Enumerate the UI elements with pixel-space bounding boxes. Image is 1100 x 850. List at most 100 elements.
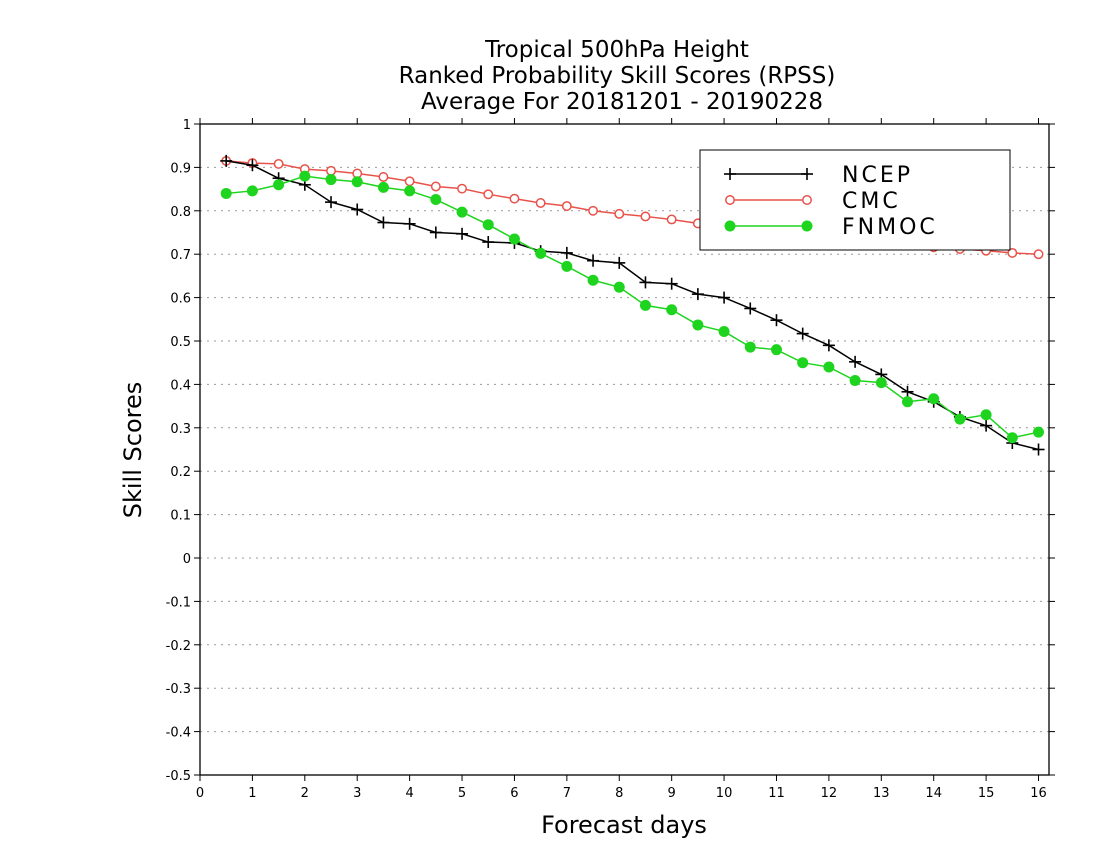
data-point-fnmoc (508, 233, 520, 245)
y-tick-label: 0.2 (170, 465, 191, 480)
data-point-fnmoc (875, 377, 887, 389)
legend-item-fnmoc: FNMOC (724, 215, 938, 240)
chart-title-line-2: Ranked Probability Skill Scores (RPSS) (399, 63, 836, 89)
x-tick-label: 15 (978, 786, 995, 801)
data-point-cmc (483, 189, 494, 200)
x-tick-label: 14 (925, 786, 942, 801)
x-tick-label: 9 (668, 786, 676, 801)
x-tick-label: 11 (768, 786, 785, 801)
data-point-fnmoc (1033, 426, 1045, 438)
data-point-ncep (377, 216, 390, 229)
y-tick-label: 0.4 (170, 378, 191, 393)
data-point-fnmoc (954, 413, 966, 425)
legend-marker-start (724, 220, 736, 232)
data-point-cmc (1033, 249, 1044, 260)
y-tick-label: -0.2 (166, 639, 191, 654)
y-tick-label: -0.3 (166, 682, 191, 697)
y-axis-ticks: -0.5 -0.4 -0.3 -0.2 -0.1 0 0.1 0.2 0.3 0.4 0.5 0.6 0… (166, 118, 1055, 784)
data-point-ncep (403, 217, 416, 230)
x-tick-label: 0 (196, 786, 204, 801)
y-tick-label: 0.7 (170, 248, 191, 263)
series-line-ncep (226, 160, 1039, 451)
data-point-ncep (246, 159, 259, 172)
data-point-ncep (1032, 443, 1045, 456)
data-point-cmc (404, 176, 415, 187)
data-point-fnmoc (823, 361, 835, 373)
legend-label: NCEP (842, 163, 913, 188)
data-point-ncep (718, 291, 731, 304)
y-tick-label: 0.1 (170, 509, 191, 524)
data-point-cmc (326, 165, 336, 176)
plot-frame (199, 123, 1050, 776)
data-point-ncep (456, 227, 469, 240)
data-point-ncep (639, 276, 652, 289)
data-point-fnmoc (666, 304, 678, 316)
data-point-fnmoc (246, 185, 258, 197)
legend-label: CMC (842, 189, 901, 214)
data-point-fnmoc (325, 174, 337, 186)
x-tick-label: 6 (510, 786, 518, 801)
x-tick-label: 5 (458, 786, 466, 801)
data-point-fnmoc (430, 194, 442, 206)
data-point-fnmoc (849, 374, 861, 386)
y-tick-label: 1 (183, 118, 191, 133)
legend-marker-end (801, 168, 813, 180)
data-point-fnmoc (299, 170, 311, 182)
data-point-fnmoc (902, 396, 913, 408)
y-tick-label: -0.4 (166, 726, 191, 741)
x-axis-label: Forecast days (541, 811, 707, 839)
data-point-fnmoc (980, 409, 992, 421)
y-axis-label: Skill Scores (119, 382, 147, 519)
series-fnmoc (220, 170, 1045, 444)
legend-item-cmc: CMC (725, 189, 901, 214)
data-point-cmc (1007, 247, 1018, 258)
x-tick-label: 1 (248, 786, 256, 801)
data-point-cmc (666, 214, 677, 225)
data-point-ncep (980, 419, 993, 432)
grid-lines (200, 166, 1049, 733)
data-point-ncep (429, 226, 442, 239)
data-point-cmc (588, 205, 599, 216)
y-tick-label: -0.1 (166, 595, 191, 610)
legend-marker-end (802, 195, 812, 205)
data-point-fnmoc (377, 181, 389, 193)
legend-marker-end (801, 220, 813, 232)
data-point-ncep (325, 196, 338, 209)
data-point-ncep (351, 203, 364, 216)
data-point-ncep (744, 302, 757, 315)
x-tick-label: 12 (821, 786, 838, 801)
data-point-fnmoc (220, 187, 232, 199)
x-tick-label: 13 (873, 786, 890, 801)
y-tick-label: 0 (183, 552, 191, 567)
data-point-cmc (535, 198, 546, 208)
data-point-fnmoc (587, 274, 599, 286)
data-point-ncep (613, 256, 626, 269)
x-tick-label: 16 (1030, 786, 1047, 801)
data-point-ncep (901, 385, 914, 398)
data-point-fnmoc (535, 247, 547, 259)
data-point-fnmoc (928, 393, 940, 405)
data-point-cmc (273, 158, 284, 169)
data-point-cmc (430, 181, 441, 192)
y-tick-label: 0.3 (170, 422, 191, 437)
data-point-fnmoc (613, 281, 625, 293)
data-point-cmc (378, 171, 389, 182)
y-tick-label: 0.6 (170, 292, 191, 307)
x-tick-label: 10 (716, 786, 733, 801)
y-tick-label: -0.5 (166, 769, 191, 784)
data-point-ncep (796, 327, 809, 340)
data-point-fnmoc (482, 219, 494, 231)
data-point-fnmoc (404, 185, 416, 197)
y-tick-label: 0.5 (170, 335, 191, 350)
data-point-fnmoc (273, 179, 285, 191)
data-point-cmc (640, 211, 651, 222)
y-tick-label: 0.9 (170, 161, 191, 176)
data-point-ncep (665, 277, 678, 290)
x-tick-label: 2 (301, 786, 309, 801)
data-point-ncep (822, 339, 835, 352)
x-tick-label: 7 (563, 786, 571, 801)
x-tick-label: 4 (405, 786, 413, 801)
legend-label: FNMOC (842, 215, 938, 240)
data-point-fnmoc (692, 319, 704, 331)
